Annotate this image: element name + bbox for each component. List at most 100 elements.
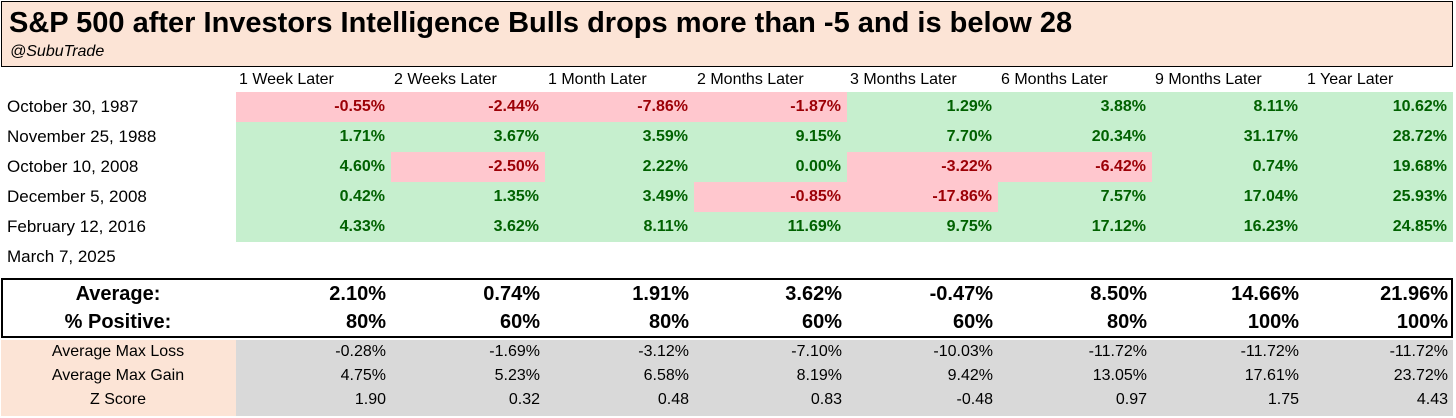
return-cell: 8.11% (545, 212, 694, 242)
return-cell: 1.71% (236, 122, 391, 152)
stat-value: 9.42% (947, 367, 993, 384)
stats-label-background (1, 340, 236, 416)
return-cell: 24.85% (1304, 212, 1453, 242)
stat-value: 13.05% (1092, 367, 1147, 384)
column-header: 3 Months Later (850, 71, 957, 88)
stat-value: 4.43 (1416, 391, 1448, 408)
return-cell: 0.00% (694, 152, 847, 182)
return-cell: -2.50% (391, 152, 545, 182)
column-header: 9 Months Later (1155, 71, 1262, 88)
stats-background (1, 340, 1453, 416)
stat-value: -1.69% (489, 343, 540, 360)
return-cell: 17.04% (1152, 182, 1304, 212)
return-cell: 28.72% (1304, 122, 1453, 152)
stat-value: 1.75 (1267, 391, 1299, 408)
stat-value: 17.61% (1244, 367, 1299, 384)
row-date-label: December 5, 2008 (7, 187, 147, 206)
stat-value: 4.75% (340, 367, 386, 384)
return-cell: 3.49% (545, 182, 694, 212)
return-cell: 3.67% (391, 122, 545, 152)
row-date-label: November 25, 1988 (7, 127, 157, 146)
return-cell: 0.74% (1152, 152, 1304, 182)
column-header: 2 Weeks Later (394, 71, 497, 88)
return-cell: 4.33% (236, 212, 391, 242)
return-cell: -1.87% (694, 92, 847, 122)
stat-value: -11.72% (1240, 343, 1299, 360)
stat-value: 0.83 (810, 391, 842, 408)
summary-value: 1.91% (632, 283, 689, 305)
column-header: 1 Month Later (548, 71, 647, 88)
stat-label: Average Max Loss (51, 343, 185, 360)
stat-value: 0.48 (657, 391, 689, 408)
return-cell: 0.42% (236, 182, 391, 212)
stat-value: -7.10% (791, 343, 842, 360)
summary-value: 8.50% (1090, 283, 1147, 305)
row-date-label: March 7, 2025 (7, 247, 116, 266)
column-header: 6 Months Later (1001, 71, 1108, 88)
summary-value: 60% (801, 311, 842, 333)
return-cell: 3.59% (545, 122, 694, 152)
stat-value: -11.72% (1088, 343, 1147, 360)
summary-value: 80% (345, 311, 386, 333)
summary-value: 100% (1247, 311, 1299, 333)
row-date-label: February 12, 2016 (7, 217, 146, 236)
summary-value: 14.66% (1231, 283, 1299, 305)
return-cell: 8.11% (1152, 92, 1304, 122)
stat-value: 1.90 (354, 391, 386, 408)
return-cell: 7.70% (847, 122, 998, 152)
return-cell: 20.34% (998, 122, 1152, 152)
summary-label: % Positive: (64, 311, 172, 333)
return-cell: -0.55% (236, 92, 391, 122)
stat-value: -10.03% (933, 343, 993, 360)
row-date-label: October 10, 2008 (7, 157, 139, 176)
row-date-label: October 30, 1987 (7, 97, 139, 116)
summary-value: 80% (648, 311, 689, 333)
stat-value: 8.19% (796, 367, 842, 384)
summary-value: 21.96% (1380, 283, 1448, 305)
return-cell: -0.85% (694, 182, 847, 212)
title-banner: S&P 500 after Investors Intelligence Bul… (1, 1, 1453, 67)
stat-value: -0.48 (956, 391, 993, 408)
stat-value: -0.28% (335, 343, 386, 360)
return-cell: 19.68% (1304, 152, 1453, 182)
stat-value: 23.72% (1393, 367, 1448, 384)
summary-box (1, 278, 1453, 338)
return-cell: 7.57% (998, 182, 1152, 212)
stat-value: 5.23% (494, 367, 540, 384)
chart-title: S&P 500 after Investors Intelligence Bul… (9, 7, 1073, 39)
column-header: 2 Months Later (697, 71, 804, 88)
return-cell: 11.69% (694, 212, 847, 242)
stat-value: 6.58% (643, 367, 689, 384)
stat-value: -11.72% (1389, 343, 1448, 360)
return-cell: 9.75% (847, 212, 998, 242)
return-cell: 16.23% (1152, 212, 1304, 242)
return-cell: 31.17% (1152, 122, 1304, 152)
return-cell: 25.93% (1304, 182, 1453, 212)
return-cell: 3.88% (998, 92, 1152, 122)
summary-value: 3.62% (785, 283, 842, 305)
stat-label: Z Score (89, 391, 146, 408)
summary-value: -0.47% (929, 283, 993, 305)
summary-label: Average: (75, 283, 161, 305)
summary-value: 0.74% (483, 283, 540, 305)
return-cell: -7.86% (545, 92, 694, 122)
return-cell: 2.22% (545, 152, 694, 182)
return-cell: 3.62% (391, 212, 545, 242)
return-cell: 4.60% (236, 152, 391, 182)
return-cell: -6.42% (998, 152, 1152, 182)
return-cell: 1.29% (847, 92, 998, 122)
column-header: 1 Year Later (1307, 71, 1394, 88)
stat-label: Average Max Gain (51, 367, 185, 384)
stat-value: 0.97 (1115, 391, 1147, 408)
stat-value: 0.32 (508, 391, 540, 408)
return-cell: -2.44% (391, 92, 545, 122)
return-cell: -3.22% (847, 152, 998, 182)
summary-value: 60% (499, 311, 540, 333)
return-cell: 1.35% (391, 182, 545, 212)
return-cell: 9.15% (694, 122, 847, 152)
column-header: 1 Week Later (239, 71, 334, 88)
return-cell: 10.62% (1304, 92, 1453, 122)
summary-value: 80% (1106, 311, 1147, 333)
return-cell: 17.12% (998, 212, 1152, 242)
